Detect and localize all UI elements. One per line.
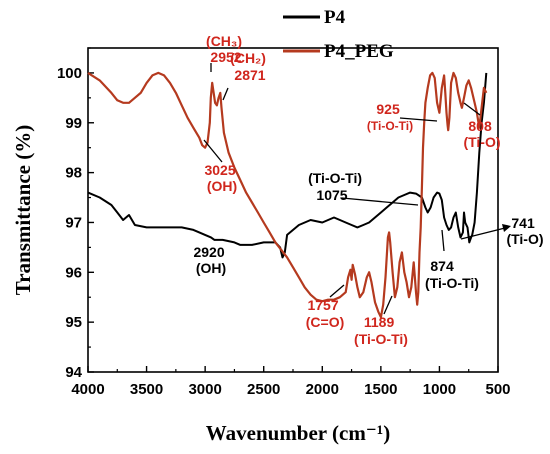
x-tick-group: 4000 3500 3000 2500 2000 1500 1000 500 — [71, 366, 511, 398]
annotation-925-line2: (Ti-O-Ti) — [367, 119, 413, 133]
x-tick-label: 2000 — [306, 381, 339, 398]
y-tick-group: 94 95 96 97 98 99 100 — [57, 47, 94, 381]
annotation-1075: (Ti-O-Ti) 1075 — [308, 170, 366, 203]
annotation-741-line2: (Ti-O) — [506, 231, 543, 247]
legend: P4 P4_PEG — [283, 7, 394, 62]
annotation-arrows — [203, 63, 511, 315]
y-axis-title: Transmittance (%) — [11, 125, 35, 296]
y-tick-label: 98 — [65, 165, 82, 182]
annotation-2920-line1: 2920 — [193, 244, 224, 260]
series-group — [87, 71, 488, 319]
x-tick-label: 3500 — [130, 381, 163, 398]
arrow-1189 — [383, 295, 393, 315]
y-tick-label: 95 — [65, 314, 82, 331]
annotation-874-line1: 874 — [430, 258, 454, 274]
arrow-2871 — [222, 87, 229, 101]
annotation-1075-line2: 1075 — [316, 187, 347, 203]
annotation-2952: (CH₃) 2952 — [206, 33, 246, 65]
annotation-808-line2: (Ti-O) — [463, 134, 500, 150]
annotation-925: 925 (Ti-O-Ti) — [367, 101, 413, 133]
arrow-3025 — [203, 139, 223, 163]
annotation-3025-line2: (OH) — [207, 178, 237, 194]
y-tick-label: 100 — [57, 65, 82, 82]
legend-label-p4: P4 — [324, 7, 346, 28]
arrow-874 — [441, 229, 445, 252]
y-tick-label: 94 — [65, 364, 82, 381]
legend-label-p4-peg: P4_PEG — [324, 41, 394, 62]
annotation-3025: 3025 (OH) — [204, 162, 239, 194]
x-axis-title: Wavenumber (cm⁻¹) — [206, 421, 390, 445]
y-tick-label: 96 — [65, 264, 82, 281]
arrow-808 — [463, 102, 481, 116]
annotation-3025-line1: 3025 — [204, 162, 235, 178]
annotation-1757: 1757 (C=O) — [306, 297, 345, 330]
x-tick-label: 1000 — [423, 381, 456, 398]
annotation-2871: (CH₂) 2871 — [230, 50, 270, 83]
annotation-2871-line1: (CH₂) — [230, 50, 266, 66]
arrowhead-741 — [502, 224, 511, 232]
x-tick-label: 3000 — [188, 381, 221, 398]
annotation-1189-line2: (Ti-O-Ti) — [354, 331, 408, 347]
annotation-741: 741 (Ti-O) — [506, 215, 543, 247]
annotation-1189-line1: 1189 — [364, 314, 395, 330]
arrow-741 — [460, 227, 506, 240]
series-line-p4-peg — [87, 71, 488, 319]
annotation-2920: 2920 (OH) — [193, 244, 228, 276]
arrow-1757 — [329, 284, 345, 298]
x-tick-label: 1500 — [364, 381, 397, 398]
annotation-2871-line2: 2871 — [234, 67, 265, 83]
annotation-925-line1: 925 — [376, 101, 400, 117]
annotation-2952-line2: 2952 — [210, 49, 241, 65]
arrow-925 — [399, 117, 438, 122]
series-line-p4 — [87, 72, 488, 259]
annotation-2920-line2: (OH) — [196, 260, 226, 276]
annotation-741-line1: 741 — [511, 215, 535, 231]
annotation-2952-line1: (CH₃) — [206, 33, 242, 49]
annotation-808-line1: 808 — [468, 118, 492, 134]
annotation-1757-line1: 1757 — [307, 297, 338, 313]
annotation-874-line2: (Ti-O-Ti) — [425, 275, 479, 291]
annotation-1757-line2: (C=O) — [306, 314, 345, 330]
annotation-1075-line1: (Ti-O-Ti) — [308, 170, 362, 186]
annotations: (CH₃) 2952 (CH₂) 2871 3025 (OH) 925 (Ti-… — [193, 33, 543, 347]
x-tick-label: 2500 — [247, 381, 280, 398]
annotation-808: 808 (Ti-O) — [463, 118, 500, 150]
annotation-874: 874 (Ti-O-Ti) — [425, 258, 479, 291]
annotation-1189: 1189 (Ti-O-Ti) — [354, 314, 408, 347]
arrow-1075 — [341, 197, 419, 206]
x-tick-label: 4000 — [71, 381, 104, 398]
x-tick-label: 500 — [485, 381, 510, 398]
y-tick-label: 97 — [65, 214, 82, 231]
y-tick-label: 99 — [65, 115, 82, 132]
